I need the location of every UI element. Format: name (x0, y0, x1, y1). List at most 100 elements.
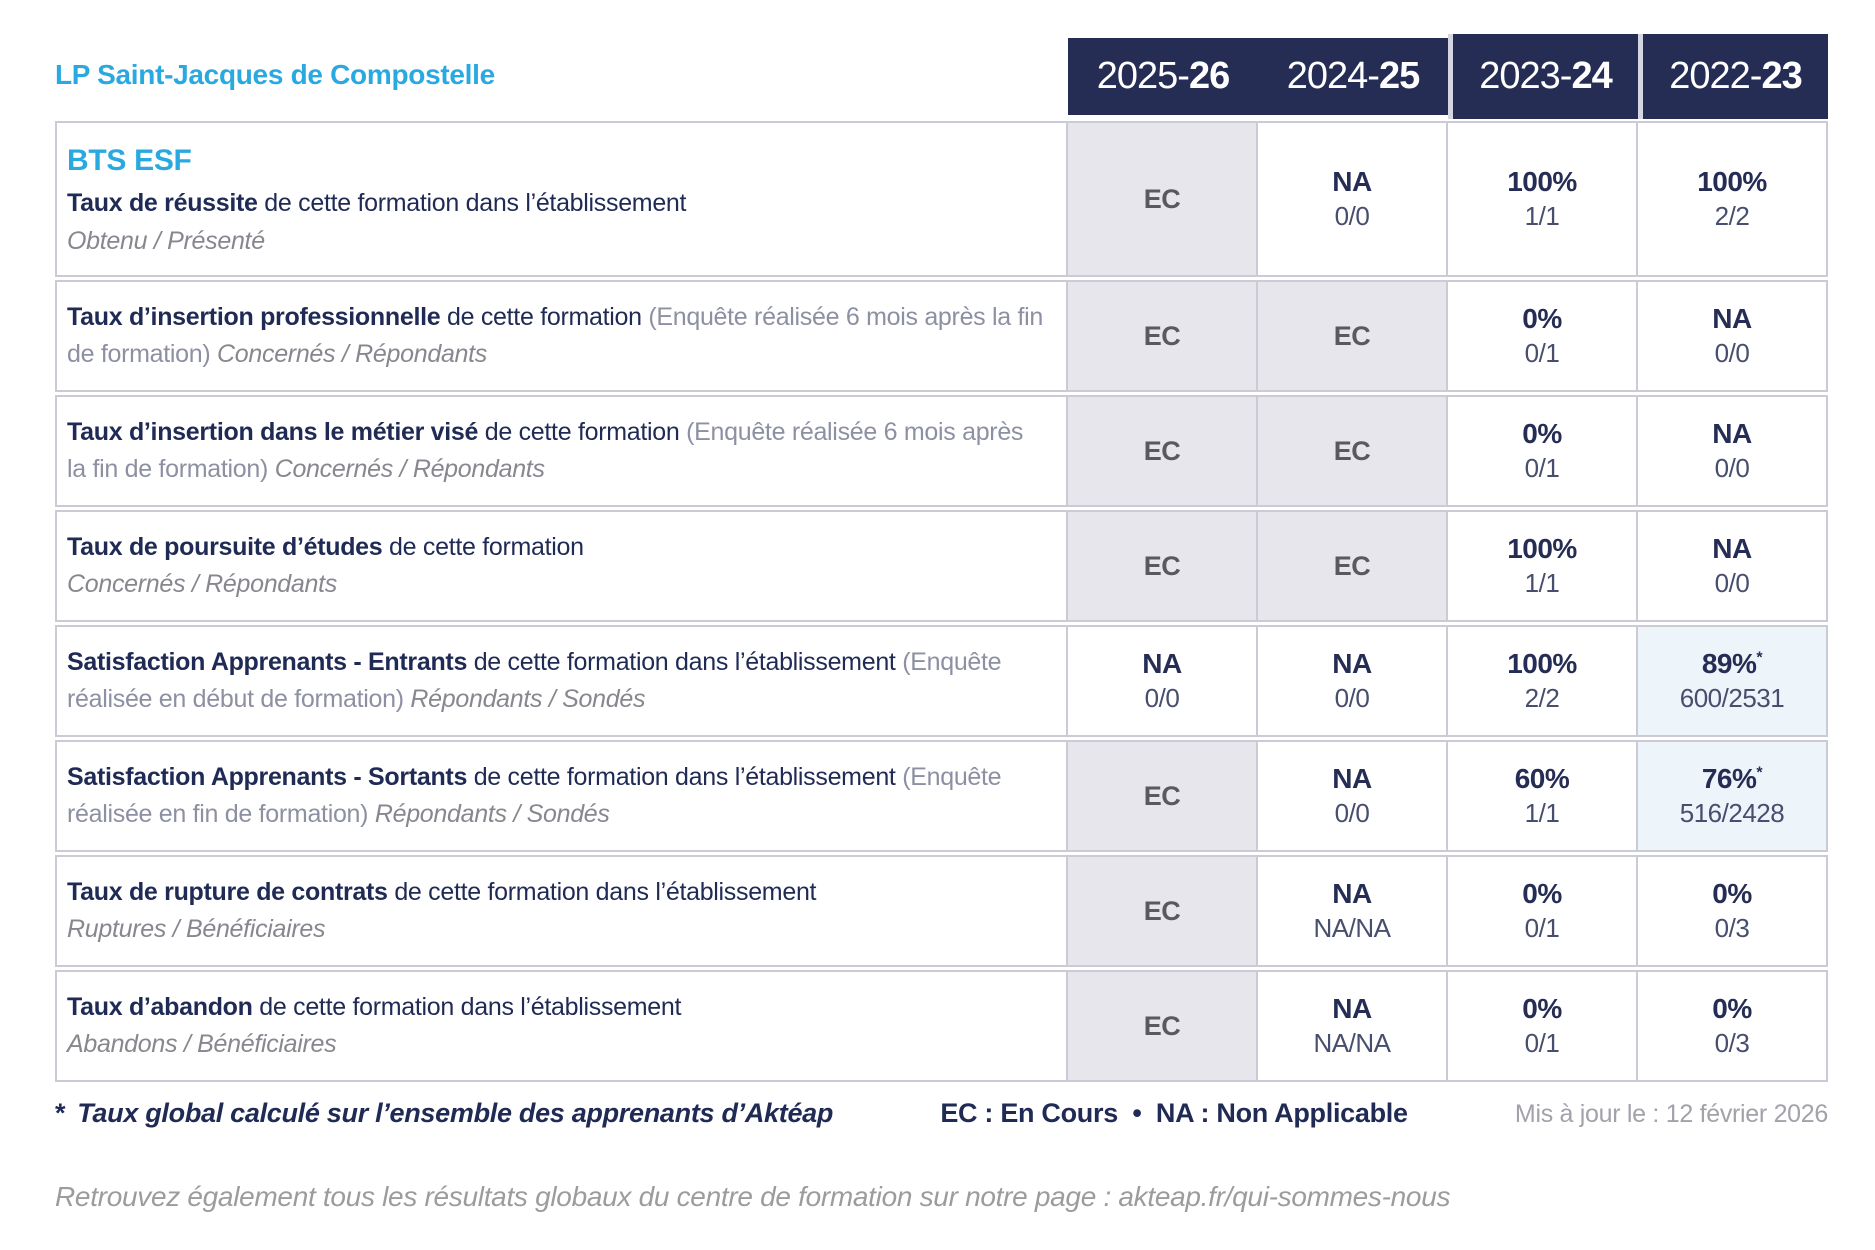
school-title: LP Saint-Jacques de Compostelle (55, 58, 495, 90)
asterisk-marker: * (55, 1098, 66, 1128)
year-label: 2025-26 (1096, 55, 1230, 97)
value-cell: NA 0/0 (1636, 282, 1826, 390)
cell-fraction: 600/2531 (1679, 683, 1785, 713)
value-cell: 0% 0/3 (1636, 857, 1826, 965)
cell-value: 0% (1522, 993, 1562, 1024)
ec-value: EC (1143, 1010, 1181, 1041)
ec-value: EC (1143, 780, 1181, 811)
cell-fraction: 0/1 (1524, 1028, 1560, 1058)
row-label-text: Satisfaction Apprenants - Entrants de ce… (67, 647, 1002, 714)
cell-fraction: 516/2428 (1679, 798, 1785, 828)
value-cell: 0% 0/1 (1446, 282, 1636, 390)
row-label: Taux de rupture de contrats de cette for… (57, 857, 1066, 965)
row-label-bold: Taux d’insertion dans le métier visé (67, 417, 479, 446)
ec-value: EC (1143, 550, 1181, 581)
row-label-bold: Satisfaction Apprenants - Sortants (67, 762, 468, 791)
cell-value: 100% (1507, 533, 1577, 564)
ec-value: EC (1143, 320, 1181, 351)
cell-fraction: NA/NA (1313, 1028, 1391, 1058)
row-label-text: Taux de poursuite d’études de cette form… (67, 532, 584, 561)
row-label: BTS ESF Taux de réussite de cette formati… (57, 123, 1066, 275)
ec-cell: EC (1066, 512, 1256, 620)
row-label: Taux d’insertion professionnelle de cett… (57, 282, 1066, 390)
ec-value: EC (1143, 435, 1181, 466)
bottom-note: Retrouvez également tous les résultats g… (55, 1181, 1451, 1212)
row-sublabel: Concernés / Répondants (210, 340, 487, 368)
year-label: 2024-25 (1286, 55, 1420, 97)
year-header-2023-24: 2023-24 (1448, 34, 1638, 119)
row-label: Taux d’abandon de cette formation dans l… (57, 972, 1066, 1080)
cell-fraction: 0/3 (1714, 913, 1750, 943)
cell-value: 0% (1522, 878, 1562, 909)
cell-value: NA (1332, 763, 1372, 794)
updated-date: Mis à jour le : 12 février 2026 (1514, 1100, 1828, 1128)
row-label: Taux de poursuite d’études de cette form… (57, 512, 1066, 620)
row-sublabel: Concernés / Répondants (268, 455, 545, 483)
row-label-bold: Taux d’insertion professionnelle (67, 302, 441, 331)
row-label-text: Satisfaction Apprenants - Sortants de ce… (67, 762, 1002, 829)
value-cell: 100% 1/1 (1446, 512, 1636, 620)
ec-cell: EC (1256, 282, 1446, 390)
asterisk-marker: * (1756, 649, 1763, 667)
row-label-text: Taux d’abandon de cette formation dans l… (67, 992, 682, 1021)
ec-cell: EC (1256, 512, 1446, 620)
cell-value: 100% (1507, 166, 1577, 197)
value-cell: 0% 0/1 (1446, 972, 1636, 1080)
table-row: Satisfaction Apprenants - Entrants de ce… (55, 625, 1828, 737)
row-label-bold: Taux de rupture de contrats (67, 877, 388, 906)
table-row: Taux d’abandon de cette formation dans l… (55, 970, 1828, 1082)
ec-value: EC (1333, 320, 1371, 351)
value-cell: 0% 0/3 (1636, 972, 1826, 1080)
ec-cell: EC (1066, 397, 1256, 505)
year-label-bold: 25 (1378, 55, 1420, 97)
row-sublabel: Concernés / Répondants (67, 570, 337, 598)
cell-fraction: 0/0 (1714, 568, 1750, 598)
row-sublabel: Ruptures / Bénéficiaires (67, 915, 326, 943)
table-row: BTS ESF Taux de réussite de cette formati… (55, 121, 1828, 277)
ec-value: EC (1333, 435, 1371, 466)
cell-value: 100% (1697, 166, 1767, 197)
row-sublabel: Obtenu / Présenté (67, 226, 265, 255)
footnote-text: Taux global calculé sur l’ensemble des a… (77, 1098, 834, 1128)
row-label-text: Taux de rupture de contrats de cette for… (67, 877, 817, 906)
cell-fraction: 2/2 (1714, 201, 1750, 231)
program-title: BTS ESF (67, 144, 192, 177)
ec-cell: EC (1256, 397, 1446, 505)
cell-value: NA (1332, 648, 1372, 679)
value-cell: NA 0/0 (1636, 512, 1826, 620)
ec-value: EC (1333, 550, 1371, 581)
value-cell: NA 0/0 (1256, 742, 1446, 850)
cell-fraction: 0/0 (1334, 798, 1370, 828)
year-label: 2022-23 (1669, 55, 1802, 97)
table-row: Taux de poursuite d’études de cette form… (55, 510, 1828, 622)
cell-value: 0% (1522, 303, 1562, 334)
row-label-paren: (Enquête réalisée en début de formation) (67, 647, 1002, 714)
year-header-2025-26-2024-25: 2025-26 2024-25 (1068, 38, 1448, 115)
cell-fraction: 1/1 (1524, 568, 1560, 598)
cell-value: NA (1712, 418, 1752, 449)
value-cell: 100% 1/1 (1446, 123, 1636, 275)
cell-value: NA (1332, 993, 1372, 1024)
cell-value: 0% (1712, 993, 1752, 1024)
ec-cell: EC (1066, 123, 1256, 275)
cell-value: NA (1712, 303, 1752, 334)
row-label-bold: Taux d’abandon (67, 992, 253, 1021)
cell-fraction: 1/1 (1524, 201, 1560, 231)
row-label-paren: (Enquête réalisée 6 mois après la fin de… (67, 302, 1044, 369)
cell-value: 0% (1522, 418, 1562, 449)
ec-value: EC (1143, 183, 1181, 214)
row-label-paren: (Enquête réalisée en fin de formation) (67, 762, 1002, 829)
row-label: Satisfaction Apprenants - Entrants de ce… (57, 627, 1066, 735)
results-table-page: LP Saint-Jacques de Compostelle 2025-26 2… (0, 34, 1875, 1250)
row-sublabel: Répondants / Sondés (403, 685, 646, 713)
cell-value: 60% (1514, 763, 1570, 794)
results-table: BTS ESF Taux de réussite de cette formati… (55, 121, 1828, 1082)
row-label-paren: (Enquête réalisée 6 mois après la fin de… (67, 417, 1024, 484)
row-label-text: Taux d’insertion dans le métier visé de … (67, 417, 1024, 484)
table-row: Taux d’insertion dans le métier visé de … (55, 395, 1828, 507)
ec-cell: EC (1066, 742, 1256, 850)
value-cell: 100% 2/2 (1446, 627, 1636, 735)
asterisk-marker: * (1756, 764, 1763, 782)
row-label-text: Taux de réussite de cette formation dans… (67, 189, 687, 217)
row-sublabel: Répondants / Sondés (368, 800, 610, 828)
